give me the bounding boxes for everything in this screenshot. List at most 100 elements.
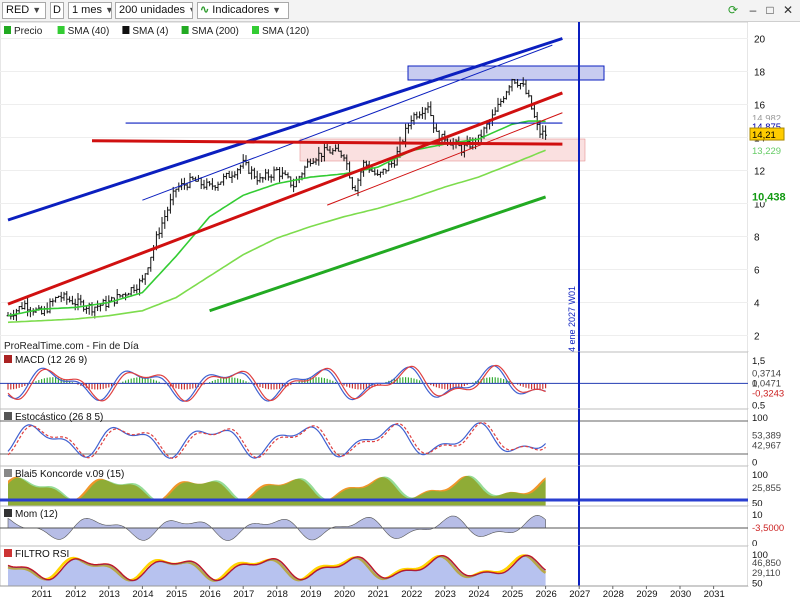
price-tag: 13,229 bbox=[752, 146, 781, 157]
indicator-panel: Blai5 Koncorde v.09 (15) 100 50 25,855 bbox=[0, 465, 800, 510]
time-axis-label: 2029 bbox=[636, 589, 657, 598]
panel-icon bbox=[4, 469, 12, 477]
value-tag: 0,0471 bbox=[752, 378, 781, 389]
indicator-panel: Mom (12) 10 0 -3,5000 bbox=[0, 505, 800, 550]
axis-tick-label: 10 bbox=[752, 510, 763, 521]
panel-title[interactable]: Blai5 Koncorde v.09 (15) bbox=[15, 469, 124, 480]
chevron-down-icon: ▼ bbox=[105, 5, 111, 15]
oscillator-line bbox=[7, 365, 546, 402]
axis-tick-label: 100 bbox=[752, 550, 768, 561]
period-select[interactable]: 1 mes▼ bbox=[68, 2, 112, 19]
trend-line[interactable] bbox=[327, 112, 563, 206]
value-tag: 25,855 bbox=[752, 483, 781, 494]
time-axis-label: 2030 bbox=[670, 589, 691, 598]
time-axis-label: 2013 bbox=[99, 589, 120, 598]
time-axis-label: 2015 bbox=[166, 589, 187, 598]
value-tag: 53,389 bbox=[752, 430, 781, 441]
value-tag: 29,110 bbox=[752, 568, 780, 579]
time-axis-label: 2012 bbox=[65, 589, 86, 598]
time-axis-label: 2014 bbox=[132, 589, 153, 598]
rsi-red-line bbox=[7, 554, 547, 582]
resistance-box[interactable] bbox=[407, 65, 605, 81]
minimize-icon[interactable]: – bbox=[749, 3, 757, 17]
legend-swatch bbox=[4, 26, 11, 34]
indicator-panel-frame bbox=[0, 408, 749, 467]
time-axis-label: 2016 bbox=[200, 589, 221, 598]
time-axis-label: 2025 bbox=[502, 589, 523, 598]
time-axis-label: 2018 bbox=[267, 589, 288, 598]
axis-background bbox=[748, 466, 800, 506]
time-axis-label: 2021 bbox=[368, 589, 389, 598]
price-tag-bg bbox=[750, 190, 784, 203]
legend-swatch bbox=[57, 26, 65, 34]
price-tag: 10,438 bbox=[752, 191, 786, 203]
panel-title[interactable]: Mom (12) bbox=[15, 509, 58, 520]
axis-tick-label: 100 bbox=[752, 413, 768, 424]
trend-line[interactable] bbox=[7, 91, 563, 306]
axis-tick-label: 1,5 bbox=[752, 356, 765, 367]
time-axis-label: 2023 bbox=[435, 589, 456, 598]
axis-background bbox=[748, 352, 800, 409]
chart-area: Precio SMA (40) SMA (4) SMA (200) SMA (120) … bbox=[0, 22, 800, 598]
legend-item[interactable]: SMA (40) bbox=[68, 26, 110, 37]
panel-icon bbox=[4, 355, 12, 363]
trend-line[interactable] bbox=[7, 37, 563, 222]
legend-item[interactable]: SMA (4) bbox=[132, 26, 168, 37]
axis-tick-label: 100 bbox=[752, 470, 768, 481]
trend-line[interactable] bbox=[91, 139, 563, 146]
axis-background bbox=[748, 409, 800, 466]
indicators-icon: ∿ bbox=[200, 4, 210, 16]
panel-title[interactable]: MACD (12 26 9) bbox=[15, 355, 87, 366]
axis-tick-label: 10 bbox=[754, 200, 766, 211]
price-tag: 14,982 bbox=[752, 113, 781, 124]
axis-tick-label: 50 bbox=[752, 579, 763, 590]
indicator-panel-frame bbox=[0, 351, 749, 410]
trend-line[interactable] bbox=[209, 195, 547, 313]
close-icon[interactable]: ✕ bbox=[782, 3, 794, 17]
symbol-select[interactable]: RED ▼ bbox=[2, 2, 46, 19]
axis-tick-label: 0 bbox=[752, 539, 757, 550]
watermark: ProRealTime.com - Fin de Día bbox=[4, 341, 139, 352]
panel-icon bbox=[4, 549, 12, 557]
time-axis-label: 2024 bbox=[468, 589, 489, 598]
legend-item[interactable]: Precio bbox=[14, 26, 43, 37]
panel-title[interactable]: Estocástico (26 8 5) bbox=[15, 412, 103, 423]
price-axis: 2018161412108642 bbox=[748, 22, 800, 352]
legend-swatch bbox=[122, 26, 130, 34]
legend-item[interactable]: SMA (120) bbox=[262, 26, 309, 37]
panel-icon bbox=[4, 412, 12, 420]
vertical-line-label: 4 ene 2027 W01 bbox=[567, 286, 577, 352]
panel-title[interactable]: FILTRO RSI bbox=[15, 549, 69, 560]
axis-tick-label: 18 bbox=[754, 68, 766, 79]
axis-background bbox=[748, 506, 800, 546]
units-select[interactable]: 200 unidades▼ bbox=[115, 2, 193, 19]
mode-button[interactable]: D bbox=[50, 2, 64, 19]
value-tag: -0,3243 bbox=[752, 388, 784, 399]
time-axis-label: 2022 bbox=[401, 589, 422, 598]
axis-background bbox=[748, 546, 800, 586]
oscillator-line bbox=[7, 422, 547, 459]
time-axis-label: 2011 bbox=[32, 589, 52, 598]
indicators-button[interactable]: ∿ Indicadores ▼ bbox=[197, 2, 289, 19]
toolbar: RED▼ D 1 mes▼ 200 unidades▼ ∿ Indicadore… bbox=[0, 0, 800, 22]
axis-tick-label: 2 bbox=[754, 332, 760, 343]
axis-tick-label: 20 bbox=[754, 35, 766, 46]
panel-icon bbox=[4, 509, 12, 517]
refresh-icon[interactable]: ⟳ bbox=[727, 3, 739, 17]
sma-line bbox=[7, 149, 546, 324]
legend-item[interactable]: SMA (200) bbox=[192, 26, 239, 37]
time-axis-label: 2031 bbox=[704, 589, 725, 598]
value-tag: 42,967 bbox=[752, 440, 781, 451]
time-axis-label: 2017 bbox=[233, 589, 254, 598]
axis-tick-label: 4 bbox=[754, 299, 760, 310]
axis-tick-label: 50 bbox=[752, 499, 763, 510]
axis-tick-label: 6 bbox=[754, 266, 760, 277]
axis-background bbox=[748, 22, 800, 352]
time-axis: 2011 2012 2013 2014 2015 2016 2017 2018 2019 2020… bbox=[0, 585, 748, 598]
maximize-icon[interactable]: □ bbox=[766, 3, 774, 17]
price-tag-bg bbox=[750, 144, 784, 157]
price-tag-bg bbox=[749, 127, 785, 141]
